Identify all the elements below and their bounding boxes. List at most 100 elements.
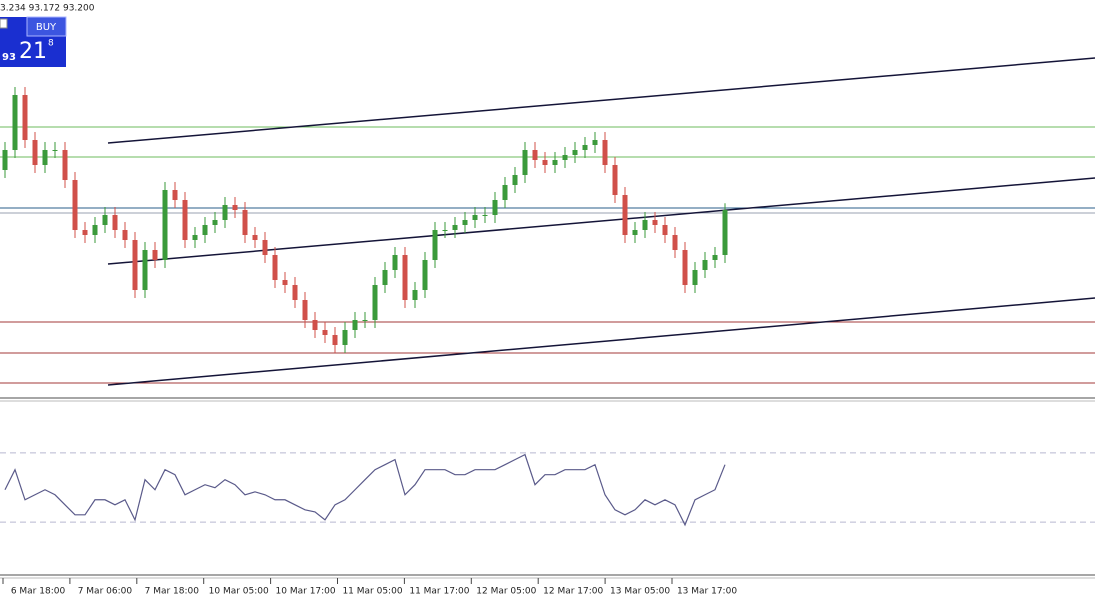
candle-body	[682, 250, 688, 285]
candle-body	[82, 230, 88, 235]
candle-body	[72, 180, 78, 230]
candle-body	[282, 280, 288, 285]
candle-body	[62, 150, 68, 180]
candle-body	[192, 235, 198, 240]
candle-body	[312, 320, 318, 330]
indicator-pane	[0, 452, 1095, 527]
candle-body	[542, 160, 548, 165]
candle-body	[132, 240, 138, 290]
toggle[interactable]	[0, 18, 8, 29]
time-label: 10 Mar 17:00	[276, 587, 336, 597]
candle-body	[432, 230, 438, 260]
candle-body	[162, 190, 168, 260]
candle-body	[292, 285, 298, 300]
time-label: 10 Mar 05:00	[209, 587, 269, 597]
candle-body	[92, 225, 98, 235]
candle-body	[262, 240, 268, 255]
candle-body	[22, 95, 28, 140]
candle-body	[142, 250, 148, 290]
time-label: 11 Mar 17:00	[409, 587, 469, 597]
trade-panel: BUY 93 21 8	[0, 16, 67, 67]
candle-body	[342, 330, 348, 345]
candle-body	[352, 320, 358, 330]
candle-body	[522, 150, 528, 175]
candle-body	[472, 215, 478, 220]
candle-body	[222, 205, 228, 220]
candle-body	[32, 140, 38, 165]
time-label: 6 Mar 18:00	[11, 587, 66, 597]
candle-body	[122, 230, 128, 240]
candle-body	[632, 230, 638, 235]
candle-body	[642, 220, 648, 230]
trend-line	[107, 297, 1095, 386]
candle-body	[442, 230, 448, 231]
candle-body	[382, 270, 388, 285]
candle-body	[2, 150, 8, 170]
candle-body	[322, 330, 328, 335]
candle-body	[612, 165, 618, 195]
candle-body	[602, 140, 608, 165]
buy-label: BUY	[36, 22, 57, 33]
candle-body	[232, 205, 238, 210]
candle-body	[402, 255, 408, 300]
price-main: 21	[19, 39, 47, 64]
candle-body	[462, 220, 468, 225]
candle-body	[362, 320, 368, 321]
candle-body	[712, 255, 718, 260]
indicator-line	[4, 453, 726, 527]
time-label: 12 Mar 17:00	[543, 587, 603, 597]
candle-body	[532, 150, 538, 160]
candle-body	[332, 335, 338, 345]
candle-body	[302, 300, 308, 320]
time-axis: 6 Mar 18:00 7 Mar 06:00 7 Mar 18:00 10 Mar …	[2, 578, 737, 597]
price-small: 8	[48, 39, 54, 49]
price-pane	[0, 57, 1095, 386]
candle-body	[722, 210, 728, 255]
trend-line	[107, 177, 1095, 265]
candle-body	[582, 145, 588, 150]
candle-body	[112, 215, 118, 230]
candle-body	[592, 140, 598, 145]
candle-body	[272, 255, 278, 280]
candle-body	[662, 225, 668, 235]
candle-body	[622, 195, 628, 235]
candle-body	[512, 175, 518, 185]
time-label: 7 Mar 06:00	[78, 587, 133, 597]
candle-body	[452, 225, 458, 230]
candle-body	[202, 225, 208, 235]
candle-body	[652, 220, 658, 225]
time-label: 7 Mar 18:00	[145, 587, 200, 597]
candle-body	[692, 270, 698, 285]
trend-line	[107, 57, 1095, 144]
time-label: 12 Mar 05:00	[476, 587, 536, 597]
candle-body	[482, 215, 488, 216]
time-label: 13 Mar 05:00	[610, 587, 670, 597]
candle-body	[412, 290, 418, 300]
candle-body	[242, 210, 248, 235]
price-big: 93	[2, 52, 16, 63]
candle-body	[52, 150, 58, 151]
candle-body	[572, 150, 578, 155]
candle-body	[372, 285, 378, 320]
candle-body	[552, 160, 558, 165]
time-label: 13 Mar 17:00	[677, 587, 737, 597]
candle-body	[182, 200, 188, 240]
candle-body	[392, 255, 398, 270]
candle-body	[172, 190, 178, 200]
candle-body	[102, 215, 108, 225]
candle-body	[212, 220, 218, 225]
candle-body	[562, 155, 568, 160]
candle-body	[492, 200, 498, 215]
candle-body	[12, 95, 18, 150]
quote-text: 3.234 93.172 93.200	[0, 4, 95, 14]
candle-body	[152, 250, 158, 260]
candle-body	[702, 260, 708, 270]
candle-body	[42, 150, 48, 165]
candle-body	[502, 185, 508, 200]
candle-body	[252, 235, 258, 240]
time-label: 11 Mar 05:00	[342, 587, 402, 597]
buy-button[interactable]	[26, 16, 67, 37]
candle-body	[672, 235, 678, 250]
